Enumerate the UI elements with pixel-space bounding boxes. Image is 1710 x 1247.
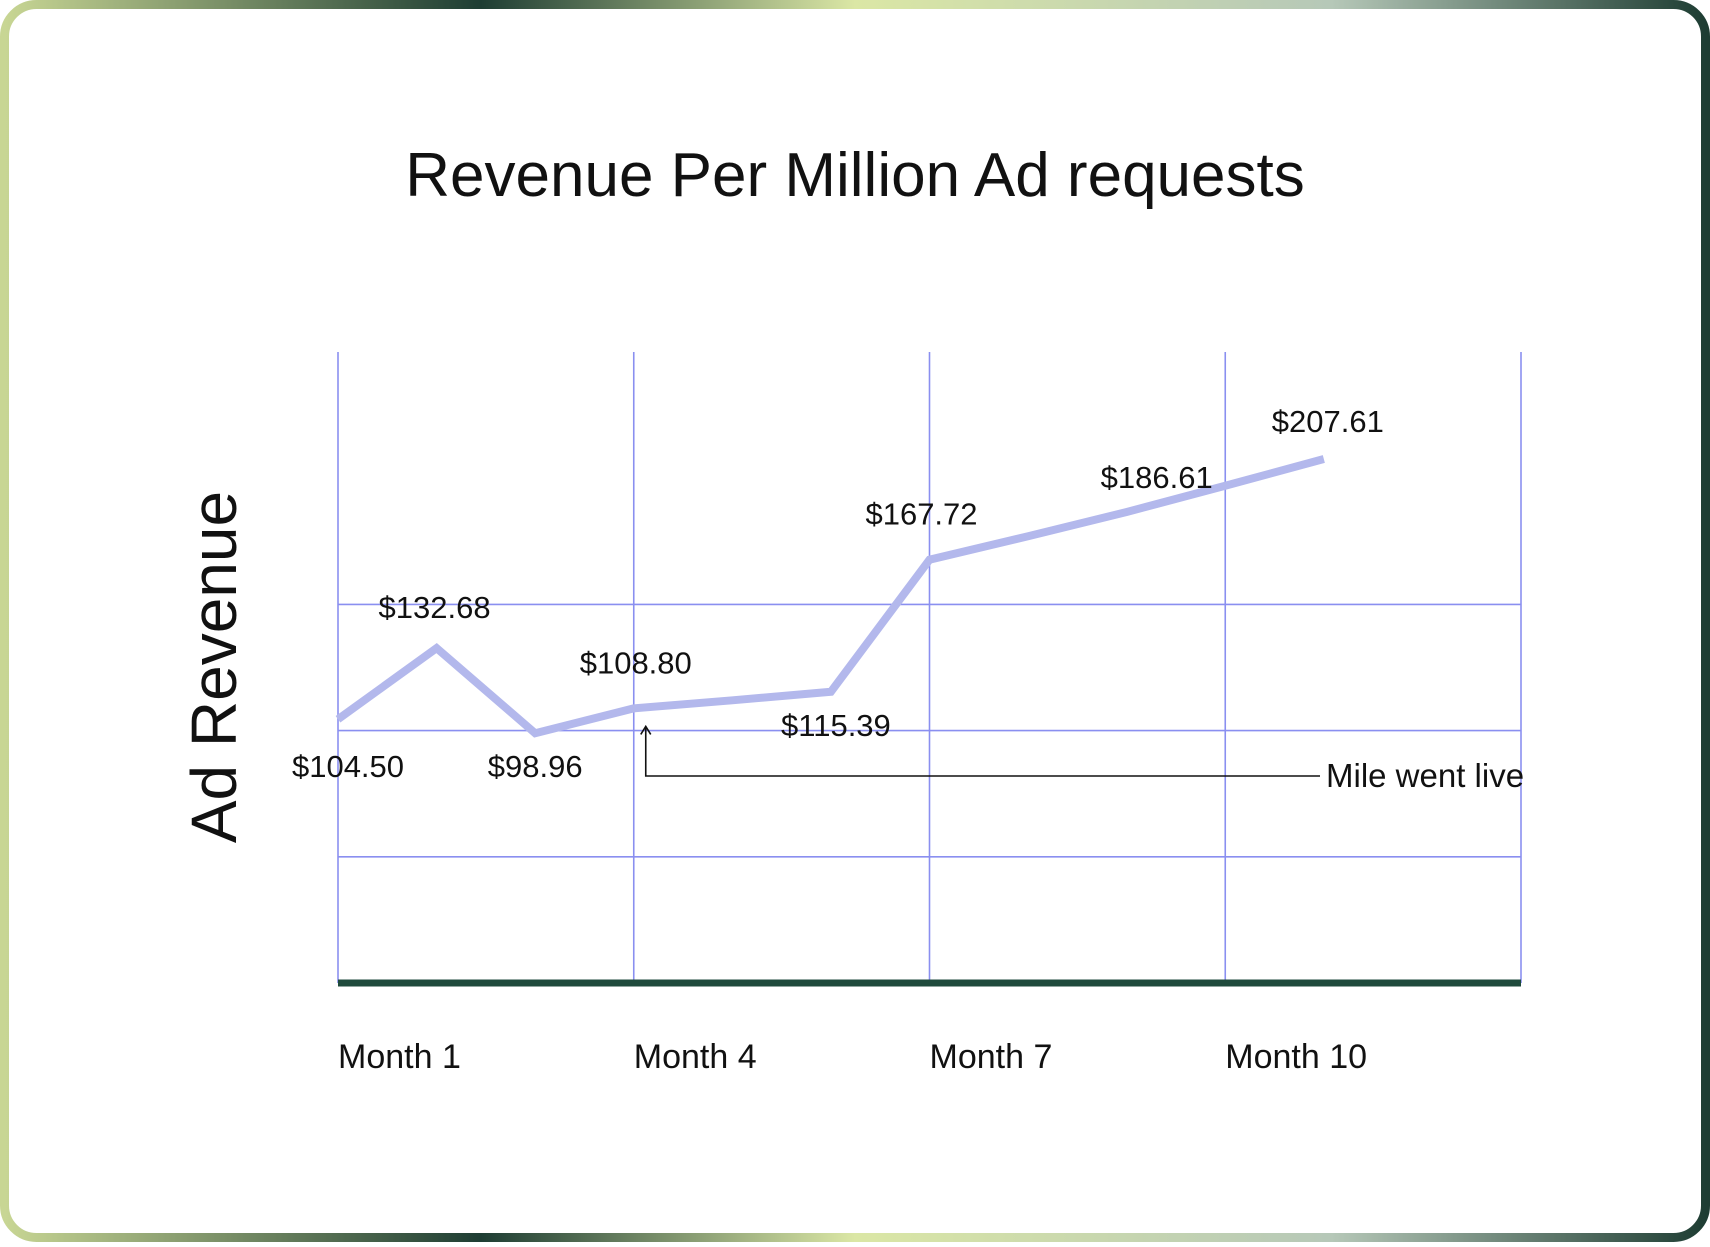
series-line	[335, 455, 1325, 738]
data-label: $115.39	[781, 708, 891, 743]
chart-title: Revenue Per Million Ad requests	[405, 141, 1304, 210]
data-label: $108.80	[580, 645, 692, 680]
data-label: $207.61	[1272, 404, 1384, 439]
data-label: $98.96	[488, 749, 583, 784]
data-label: $186.61	[1101, 460, 1213, 495]
data-label: $132.68	[379, 590, 491, 625]
x-tick-labels: Month 1 Month 4 Month 7 Month 10	[338, 1038, 1367, 1076]
x-tick-label: Month 1	[338, 1038, 461, 1076]
annotation-arrowhead	[640, 724, 652, 735]
x-tick-label: Month 7	[930, 1038, 1053, 1076]
y-axis-label: Ad Revenue	[178, 491, 250, 843]
grid	[337, 352, 1522, 987]
data-labels: $104.50 $132.68 $98.96 $108.80 $115.39 $167.7…	[292, 404, 1384, 784]
x-tick-label: Month 4	[634, 1038, 757, 1076]
x-tick-label: Month 10	[1225, 1038, 1367, 1076]
data-label: $104.50	[292, 749, 404, 784]
annotation-connector	[644, 726, 1320, 777]
annotation: Mile went live	[640, 724, 1524, 794]
data-label: $167.72	[865, 497, 977, 532]
series-layer	[335, 455, 1325, 738]
annotation-text: Mile went live	[1326, 757, 1524, 794]
